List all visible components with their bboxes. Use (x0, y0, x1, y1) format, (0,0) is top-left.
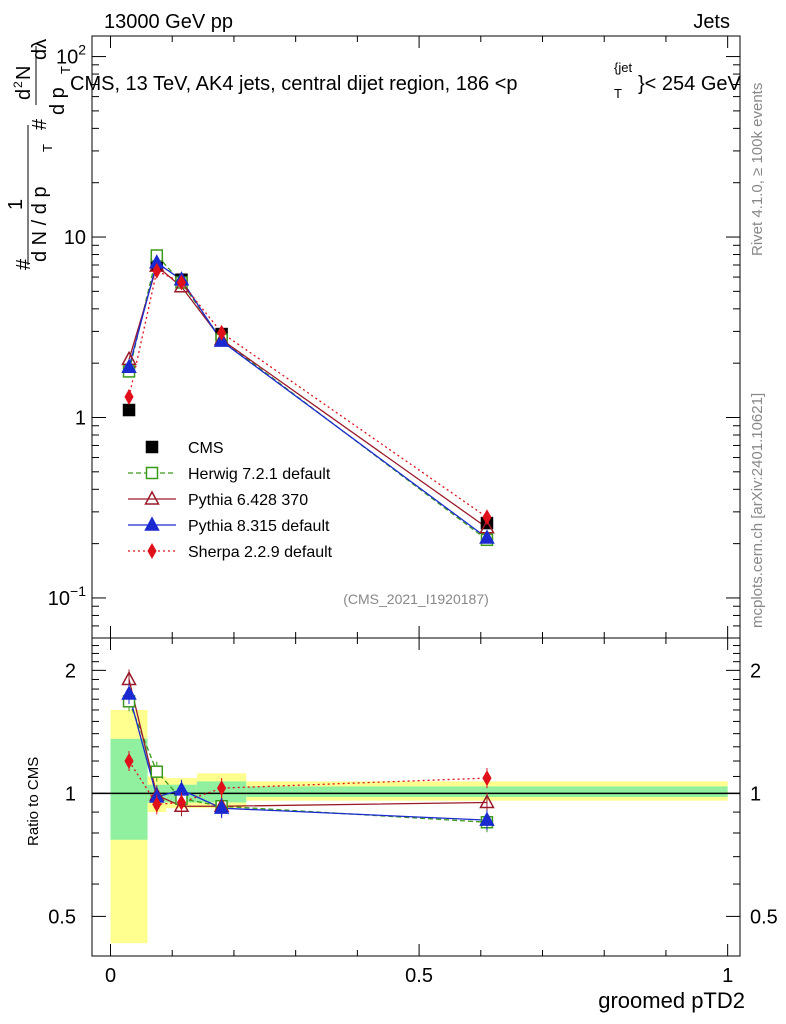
legend-marker-pythia6 (144, 490, 160, 505)
ylabel-t1: T (40, 144, 55, 152)
ratio-point-sherpa-3 (217, 780, 227, 797)
title-sup-jet: {jet (614, 60, 632, 75)
ylabel-hash: # (13, 258, 35, 270)
ylabel-dn: d N / d p (29, 186, 51, 262)
mcplots-label: mcplots.cern.ch [arXiv:2401.10621] (749, 393, 766, 628)
ry-tick-label-left-2: 2 (65, 660, 76, 682)
x-tick-label-1: 1 (722, 965, 733, 987)
x-tick-label-0: 0 (105, 965, 116, 987)
ratio-panel-frame (91, 637, 741, 957)
band-inner-4 (246, 786, 728, 797)
x-tick-label-0.5: 0.5 (405, 965, 433, 987)
y-tick-label-1: 1 (75, 407, 86, 429)
category-label: Jets (693, 11, 730, 33)
title-suffix: }< 254 GeV (638, 73, 742, 95)
ratio-uncertainty-bands (92, 709, 740, 944)
ratio-point-sherpa-2 (176, 794, 187, 811)
analysis-id: (CMS_2021_I1920187) (343, 591, 489, 607)
chart-title: CMS, 13 TeV, AK4 jets, central dijet reg… (70, 73, 518, 95)
main-point-sherpa-0 (124, 388, 134, 405)
legend-label-sherpa: Sherpa 2.2.9 default (188, 544, 333, 561)
data-series (121, 249, 495, 833)
main-line-pythia6 (128, 264, 488, 529)
main-point-pythia6-2 (173, 278, 190, 293)
ry-tick-label-right-1: 1 (750, 783, 761, 805)
main-point-sherpa-3 (217, 324, 227, 341)
ylabel-dlambda: dλ (29, 39, 51, 60)
energy-label: 13000 GeV pp (104, 11, 233, 33)
ratio-point-pythia8-3 (213, 799, 230, 814)
main-point-pythia8-0 (121, 358, 137, 373)
main-point-cms-0 (122, 403, 136, 417)
ry-tick-label-left-0.5: 0.5 (48, 906, 76, 928)
ratio-point-herwig-1 (150, 765, 164, 778)
ratio-point-pythia8-0 (121, 685, 137, 700)
ratio-point-pythia8-4 (479, 811, 495, 826)
y-axis-label: # 1 d N / d p T # d 2 N d p T dλ (5, 39, 73, 270)
y-tick-label-10: 10 (64, 227, 86, 249)
title-prefix: CMS, 13 TeV, AK4 jets, central dijet reg… (70, 73, 518, 95)
ylabel-hash2: # (29, 118, 51, 130)
legend: CMS Herwig 7.2.1 default Pythia 6.428 370 P… (128, 440, 333, 561)
main-point-sherpa-1 (152, 262, 162, 279)
ry-tick-label-right-0.5: 0.5 (750, 906, 778, 928)
legend-marker-pythia8 (144, 516, 160, 531)
ry-tick-label-right-2: 2 (750, 660, 761, 682)
legend-label-herwig: Herwig 7.2.1 default (188, 466, 331, 483)
axis-ticks: 0 0.5 1 10−1 1 10 102 0.5 0.5 1 1 2 2 (48, 36, 778, 987)
legend-label-cms: CMS (188, 440, 224, 457)
ylabel-dpt: d p (47, 87, 69, 115)
ylabel-d2n-n: N (13, 66, 35, 80)
ylabel-d2n-d: d (13, 89, 35, 100)
legend-marker-cms (145, 440, 159, 454)
ratio-point-sherpa-1 (152, 796, 162, 813)
main-point-sherpa-4 (482, 509, 492, 526)
legend-marker-sherpa (147, 542, 157, 560)
ylabel-t2: T (58, 66, 73, 74)
y-tick-label-100: 102 (56, 42, 86, 69)
rivet-label: Rivet 4.1.0, ≥ 100k events (749, 83, 766, 256)
ratio-point-pythia6-4 (479, 793, 495, 809)
title-sub-t: T (614, 86, 622, 101)
y-tick-label-0.1: 10−1 (48, 583, 86, 610)
ratio-point-sherpa-4 (482, 770, 492, 787)
ylabel-one: 1 (5, 199, 27, 210)
ylabel-d2n-2: 2 (11, 81, 25, 88)
main-point-sherpa-2 (176, 274, 187, 291)
ratio-point-sherpa-0 (124, 753, 134, 770)
x-axis-label: groomed pTD2 (598, 988, 745, 1013)
ry-tick-label-left-1: 1 (65, 783, 76, 805)
legend-label-pythia8: Pythia 8.315 default (188, 518, 330, 535)
legend-marker-herwig (145, 466, 159, 480)
legend-label-pythia6: Pythia 6.428 370 (188, 492, 308, 509)
main-point-pythia8-4 (479, 529, 495, 544)
ratio-y-label: Ratio to CMS (25, 757, 42, 846)
